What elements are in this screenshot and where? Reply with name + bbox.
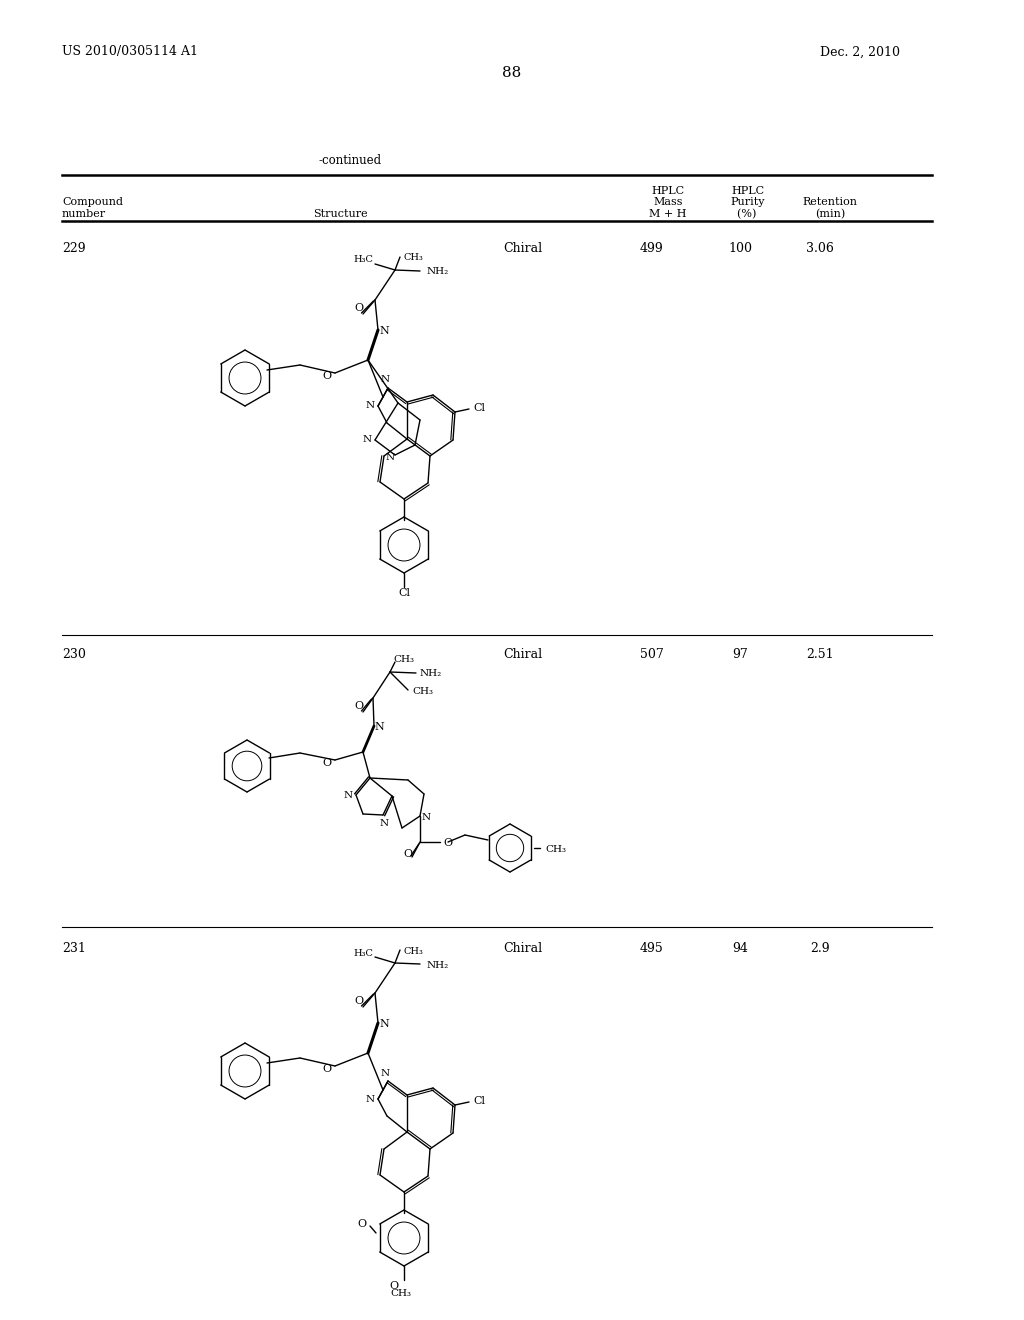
Text: 97: 97 [732,648,748,661]
Text: CH₃: CH₃ [412,688,433,697]
Text: N: N [381,375,389,384]
Text: N: N [422,813,430,821]
Text: N: N [380,818,388,828]
Text: NH₂: NH₂ [420,669,442,678]
Text: O: O [323,1064,332,1074]
Text: H₃C: H₃C [353,256,373,264]
Text: US 2010/0305114 A1: US 2010/0305114 A1 [62,45,198,58]
Text: Mass: Mass [653,197,683,207]
Text: 507: 507 [640,648,664,661]
Text: N: N [366,1094,375,1104]
Text: O: O [389,1280,398,1291]
Text: 495: 495 [640,941,664,954]
Text: O: O [354,304,364,313]
Text: CH₃: CH₃ [390,1290,412,1299]
Text: Chiral: Chiral [503,941,542,954]
Text: O: O [323,758,332,768]
Text: O: O [354,997,364,1006]
Text: O: O [357,1218,366,1229]
Text: CH₃: CH₃ [403,946,423,956]
Text: N: N [379,326,389,337]
Text: (%): (%) [736,209,760,219]
Text: Chiral: Chiral [503,242,542,255]
Text: 230: 230 [62,648,86,661]
Text: N: N [379,1019,389,1030]
Text: CH₃: CH₃ [403,253,423,263]
Text: N: N [385,454,394,462]
Text: N: N [374,722,384,733]
Text: Cl: Cl [398,587,410,598]
Text: HPLC: HPLC [731,186,765,195]
Text: N: N [381,1068,389,1077]
Text: N: N [362,436,372,445]
Text: 231: 231 [62,941,86,954]
Text: Structure: Structure [312,209,368,219]
Text: 88: 88 [503,66,521,81]
Text: 3.06: 3.06 [806,242,834,255]
Text: Dec. 2, 2010: Dec. 2, 2010 [820,45,900,58]
Text: H₃C: H₃C [353,949,373,957]
Text: CH₃: CH₃ [545,845,566,854]
Text: Chiral: Chiral [503,648,542,661]
Text: -continued: -continued [318,153,382,166]
Text: O: O [323,371,332,381]
Text: 229: 229 [62,242,86,255]
Text: O: O [443,838,453,847]
Text: HPLC: HPLC [651,186,685,195]
Text: Retention: Retention [803,197,857,207]
Text: O: O [354,701,364,711]
Text: N: N [343,791,352,800]
Text: 100: 100 [728,242,752,255]
Text: number: number [62,209,106,219]
Text: M + H: M + H [649,209,687,219]
Text: NH₂: NH₂ [427,268,450,276]
Text: N: N [366,401,375,411]
Text: Cl: Cl [473,1096,485,1106]
Text: 94: 94 [732,941,748,954]
Text: (min): (min) [815,209,845,219]
Text: CH₃: CH₃ [393,656,414,664]
Text: Compound: Compound [62,197,123,207]
Text: NH₂: NH₂ [427,961,450,969]
Text: 2.9: 2.9 [810,941,829,954]
Text: Purity: Purity [731,197,765,207]
Text: 2.51: 2.51 [806,648,834,661]
Text: Cl: Cl [473,403,485,413]
Text: 499: 499 [640,242,664,255]
Text: O: O [403,849,413,859]
